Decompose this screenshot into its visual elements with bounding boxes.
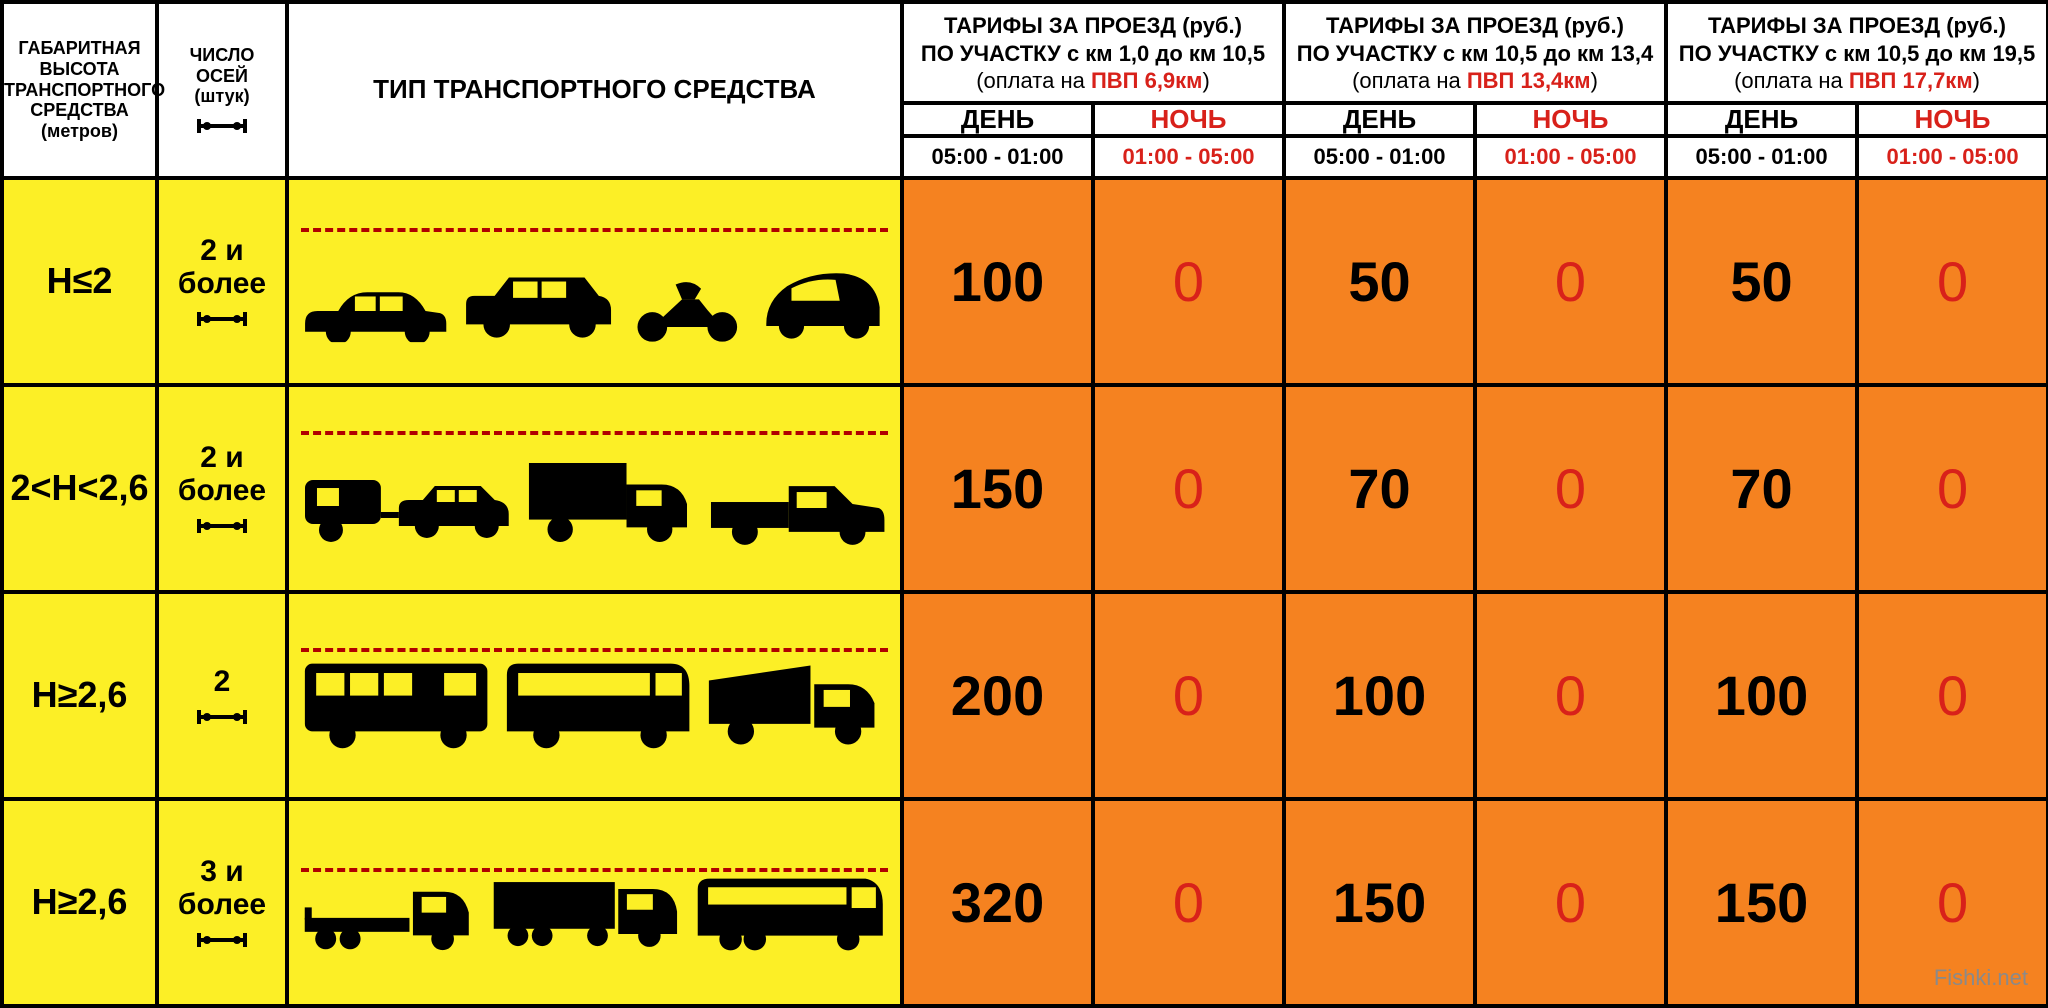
toll-tariff-table: ГАБАРИТНАЯ ВЫСОТА ТРАНСПОРТНОГО СРЕДСТВА… — [0, 0, 2048, 1001]
tariff-table: ГАБАРИТНАЯ ВЫСОТА ТРАНСПОРТНОГО СРЕДСТВА… — [0, 0, 2048, 1008]
axle-icon — [193, 117, 251, 135]
price-day: 150 — [902, 385, 1093, 592]
price-night: 0 — [1475, 799, 1666, 1006]
coach-icon — [696, 857, 886, 972]
dump-truck-icon — [707, 645, 886, 765]
height-cell: H≥2,6 — [2, 592, 157, 799]
pickup-icon — [707, 458, 886, 558]
vehicle-type-cell — [287, 799, 902, 1006]
price-night: 0 — [1475, 592, 1666, 799]
suv-icon — [462, 259, 615, 351]
semi-icon — [492, 857, 682, 972]
price-night: 0 — [1857, 178, 2048, 385]
price-day: 100 — [1284, 592, 1475, 799]
vehicle-type-cell — [287, 592, 902, 799]
price-day: 100 — [902, 178, 1093, 385]
tariff-header-1: ТАРИФЫ ЗА ПРОЕЗД (руб.) ПО УЧАСТКУ с км … — [902, 2, 1284, 103]
axles-cell: 2 — [157, 592, 287, 799]
price-day: 100 — [1666, 592, 1857, 799]
table-row: H≤22 и более1000500500 — [2, 178, 2048, 385]
bus-icon — [505, 645, 693, 765]
axle-icon — [193, 931, 251, 949]
price-day: 150 — [1666, 799, 1857, 1006]
price-day: 200 — [902, 592, 1093, 799]
table-body: H≤22 и более10005005002<H<2,62 и более15… — [2, 178, 2048, 1006]
day-label-2: ДЕНЬ — [1284, 103, 1475, 137]
day-label-3: ДЕНЬ — [1666, 103, 1857, 137]
price-night: 0 — [1475, 385, 1666, 592]
car-trailer-icon — [303, 458, 513, 558]
col-header-type: ТИП ТРАНСПОРТНОГО СРЕДСТВА — [287, 2, 902, 178]
height-cell: H≥2,6 — [2, 799, 157, 1006]
axles-cell: 2 и более — [157, 178, 287, 385]
table-header: ГАБАРИТНАЯ ВЫСОТА ТРАНСПОРТНОГО СРЕДСТВА… — [2, 2, 2048, 178]
price-day: 150 — [1284, 799, 1475, 1006]
price-night: 0 — [1857, 385, 2048, 592]
sedan-icon — [303, 271, 448, 351]
price-night: 0 — [1093, 385, 1284, 592]
price-day: 50 — [1666, 178, 1857, 385]
motorcycle-icon — [629, 269, 746, 351]
night-label-1: НОЧЬ — [1093, 103, 1284, 137]
night-time-2: 01:00 - 05:00 — [1475, 136, 1666, 177]
axles-label: ЧИСЛО ОСЕЙ (штук) — [159, 45, 285, 107]
axle-icon — [193, 517, 251, 535]
watermark: Fishki.net — [1934, 965, 2028, 991]
price-day: 320 — [902, 799, 1093, 1006]
col-header-axles: ЧИСЛО ОСЕЙ (штук) — [157, 2, 287, 178]
day-time-1: 05:00 - 01:00 — [902, 136, 1093, 177]
price-night: 0 — [1093, 592, 1284, 799]
minibus-icon — [303, 645, 491, 765]
night-label-2: НОЧЬ — [1475, 103, 1666, 137]
day-time-3: 05:00 - 01:00 — [1666, 136, 1857, 177]
night-time-1: 01:00 - 05:00 — [1093, 136, 1284, 177]
price-night: 0 — [1857, 592, 2048, 799]
price-night: 0 — [1475, 178, 1666, 385]
price-day: 50 — [1284, 178, 1475, 385]
height-cell: 2<H<2,6 — [2, 385, 157, 592]
table-row: H≥2,62200010001000 — [2, 592, 2048, 799]
axle-icon — [193, 310, 251, 328]
night-time-3: 01:00 - 05:00 — [1857, 136, 2048, 177]
night-label-3: НОЧЬ — [1857, 103, 2048, 137]
height-cell: H≤2 — [2, 178, 157, 385]
flatbed-icon — [303, 862, 478, 972]
table-row: 2<H<2,62 и более1500700700 — [2, 385, 2048, 592]
axle-icon — [193, 708, 251, 726]
price-night: 0 — [1093, 178, 1284, 385]
tariff-header-2: ТАРИФЫ ЗА ПРОЕЗД (руб.) ПО УЧАСТКУ с км … — [1284, 2, 1666, 103]
tariff-header-3: ТАРИФЫ ЗА ПРОЕЗД (руб.) ПО УЧАСТКУ с км … — [1666, 2, 2048, 103]
vehicle-type-cell — [287, 385, 902, 592]
day-label-1: ДЕНЬ — [902, 103, 1093, 137]
table-row: H≥2,63 и более320015001500 — [2, 799, 2048, 1006]
price-day: 70 — [1284, 385, 1475, 592]
day-time-2: 05:00 - 01:00 — [1284, 136, 1475, 177]
vehicle-type-cell — [287, 178, 902, 385]
axles-cell: 3 и более — [157, 799, 287, 1006]
van-box-icon — [527, 448, 693, 558]
price-day: 70 — [1666, 385, 1857, 592]
minicar-icon — [760, 259, 886, 351]
axles-cell: 2 и более — [157, 385, 287, 592]
col-header-height: ГАБАРИТНАЯ ВЫСОТА ТРАНСПОРТНОГО СРЕДСТВА… — [2, 2, 157, 178]
price-night: 0 — [1093, 799, 1284, 1006]
